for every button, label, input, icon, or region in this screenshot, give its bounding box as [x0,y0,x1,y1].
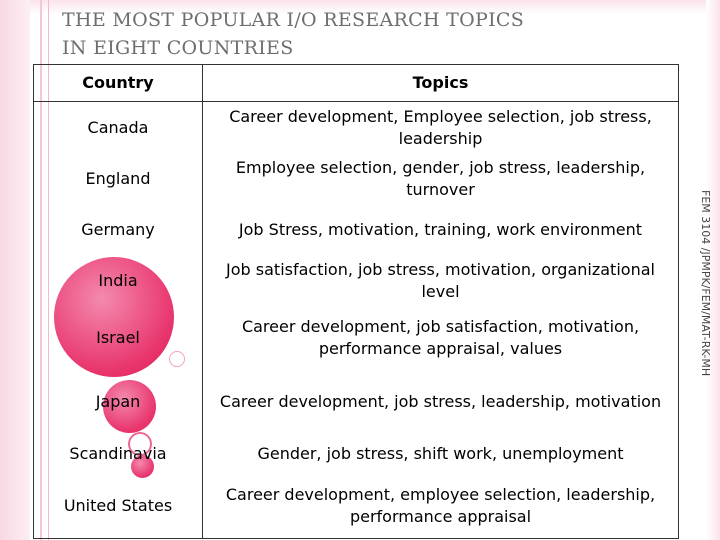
table-row: Canada Career development, Employee sele… [34,101,679,153]
decorative-circle-medium [103,380,156,433]
country-cell: Japan [95,392,141,411]
country-cell: United States [63,496,173,515]
side-note: FEM 3104 /JPMPK/FEM/MAT-RK-MH [699,190,712,377]
decorative-vertical-line [40,0,42,540]
country-cell: India [98,270,138,290]
topics-cell: Career development, job satisfaction, mo… [202,306,679,370]
topics-cell: Job Stress, motivation, training, work e… [202,204,679,255]
country-cell: Scandinavia [69,444,167,463]
decorative-right-band [706,0,720,540]
table-row: Germany Job Stress, motivation, training… [34,204,679,255]
country-cell: Germany [81,219,155,239]
table-row: Scandinavia Gender, job stress, shift wo… [34,434,679,474]
decorative-vertical-line [48,0,49,540]
country-cell: Canada [87,117,149,137]
table-row: England Employee selection, gender, job … [34,153,679,204]
topics-table: Country Topics Canada Career development… [33,64,679,539]
decorative-circle-ring [169,351,185,367]
topics-cell: Gender, job stress, shift work, unemploy… [202,434,679,474]
topics-cell: Employee selection, gender, job stress, … [202,153,679,204]
column-header-topics: Topics [202,64,679,102]
topics-cell: Career development, employee selection, … [202,474,679,539]
decorative-circle-small [131,455,154,478]
table-row: Israel Career development, job satisfact… [34,306,679,370]
decorative-circle-large [54,257,174,377]
table-header-row: Country Topics [33,64,679,102]
topics-cell: Career development, job stress, leadersh… [202,370,679,434]
table-row: Japan Career development, job stress, le… [34,370,679,434]
country-cell: Israel [96,328,140,347]
table-row: United States Career development, employ… [34,474,679,539]
page-title: THE MOST POPULAR I/O RESEARCH TOPICS IN … [62,6,662,62]
topics-cell: Career development, Employee selection, … [202,101,679,153]
title-line: THE MOST POPULAR I/O RESEARCH TOPICS [62,9,525,31]
country-cell: England [85,168,151,188]
decorative-left-band [0,0,30,540]
title-line: IN EIGHT COUNTRIES [62,37,294,59]
decorative-top-band [0,0,720,14]
column-header-country: Country [33,64,203,102]
table-row: India Job satisfaction, job stress, moti… [34,255,679,306]
topics-cell: Job satisfaction, job stress, motivation… [202,255,679,306]
